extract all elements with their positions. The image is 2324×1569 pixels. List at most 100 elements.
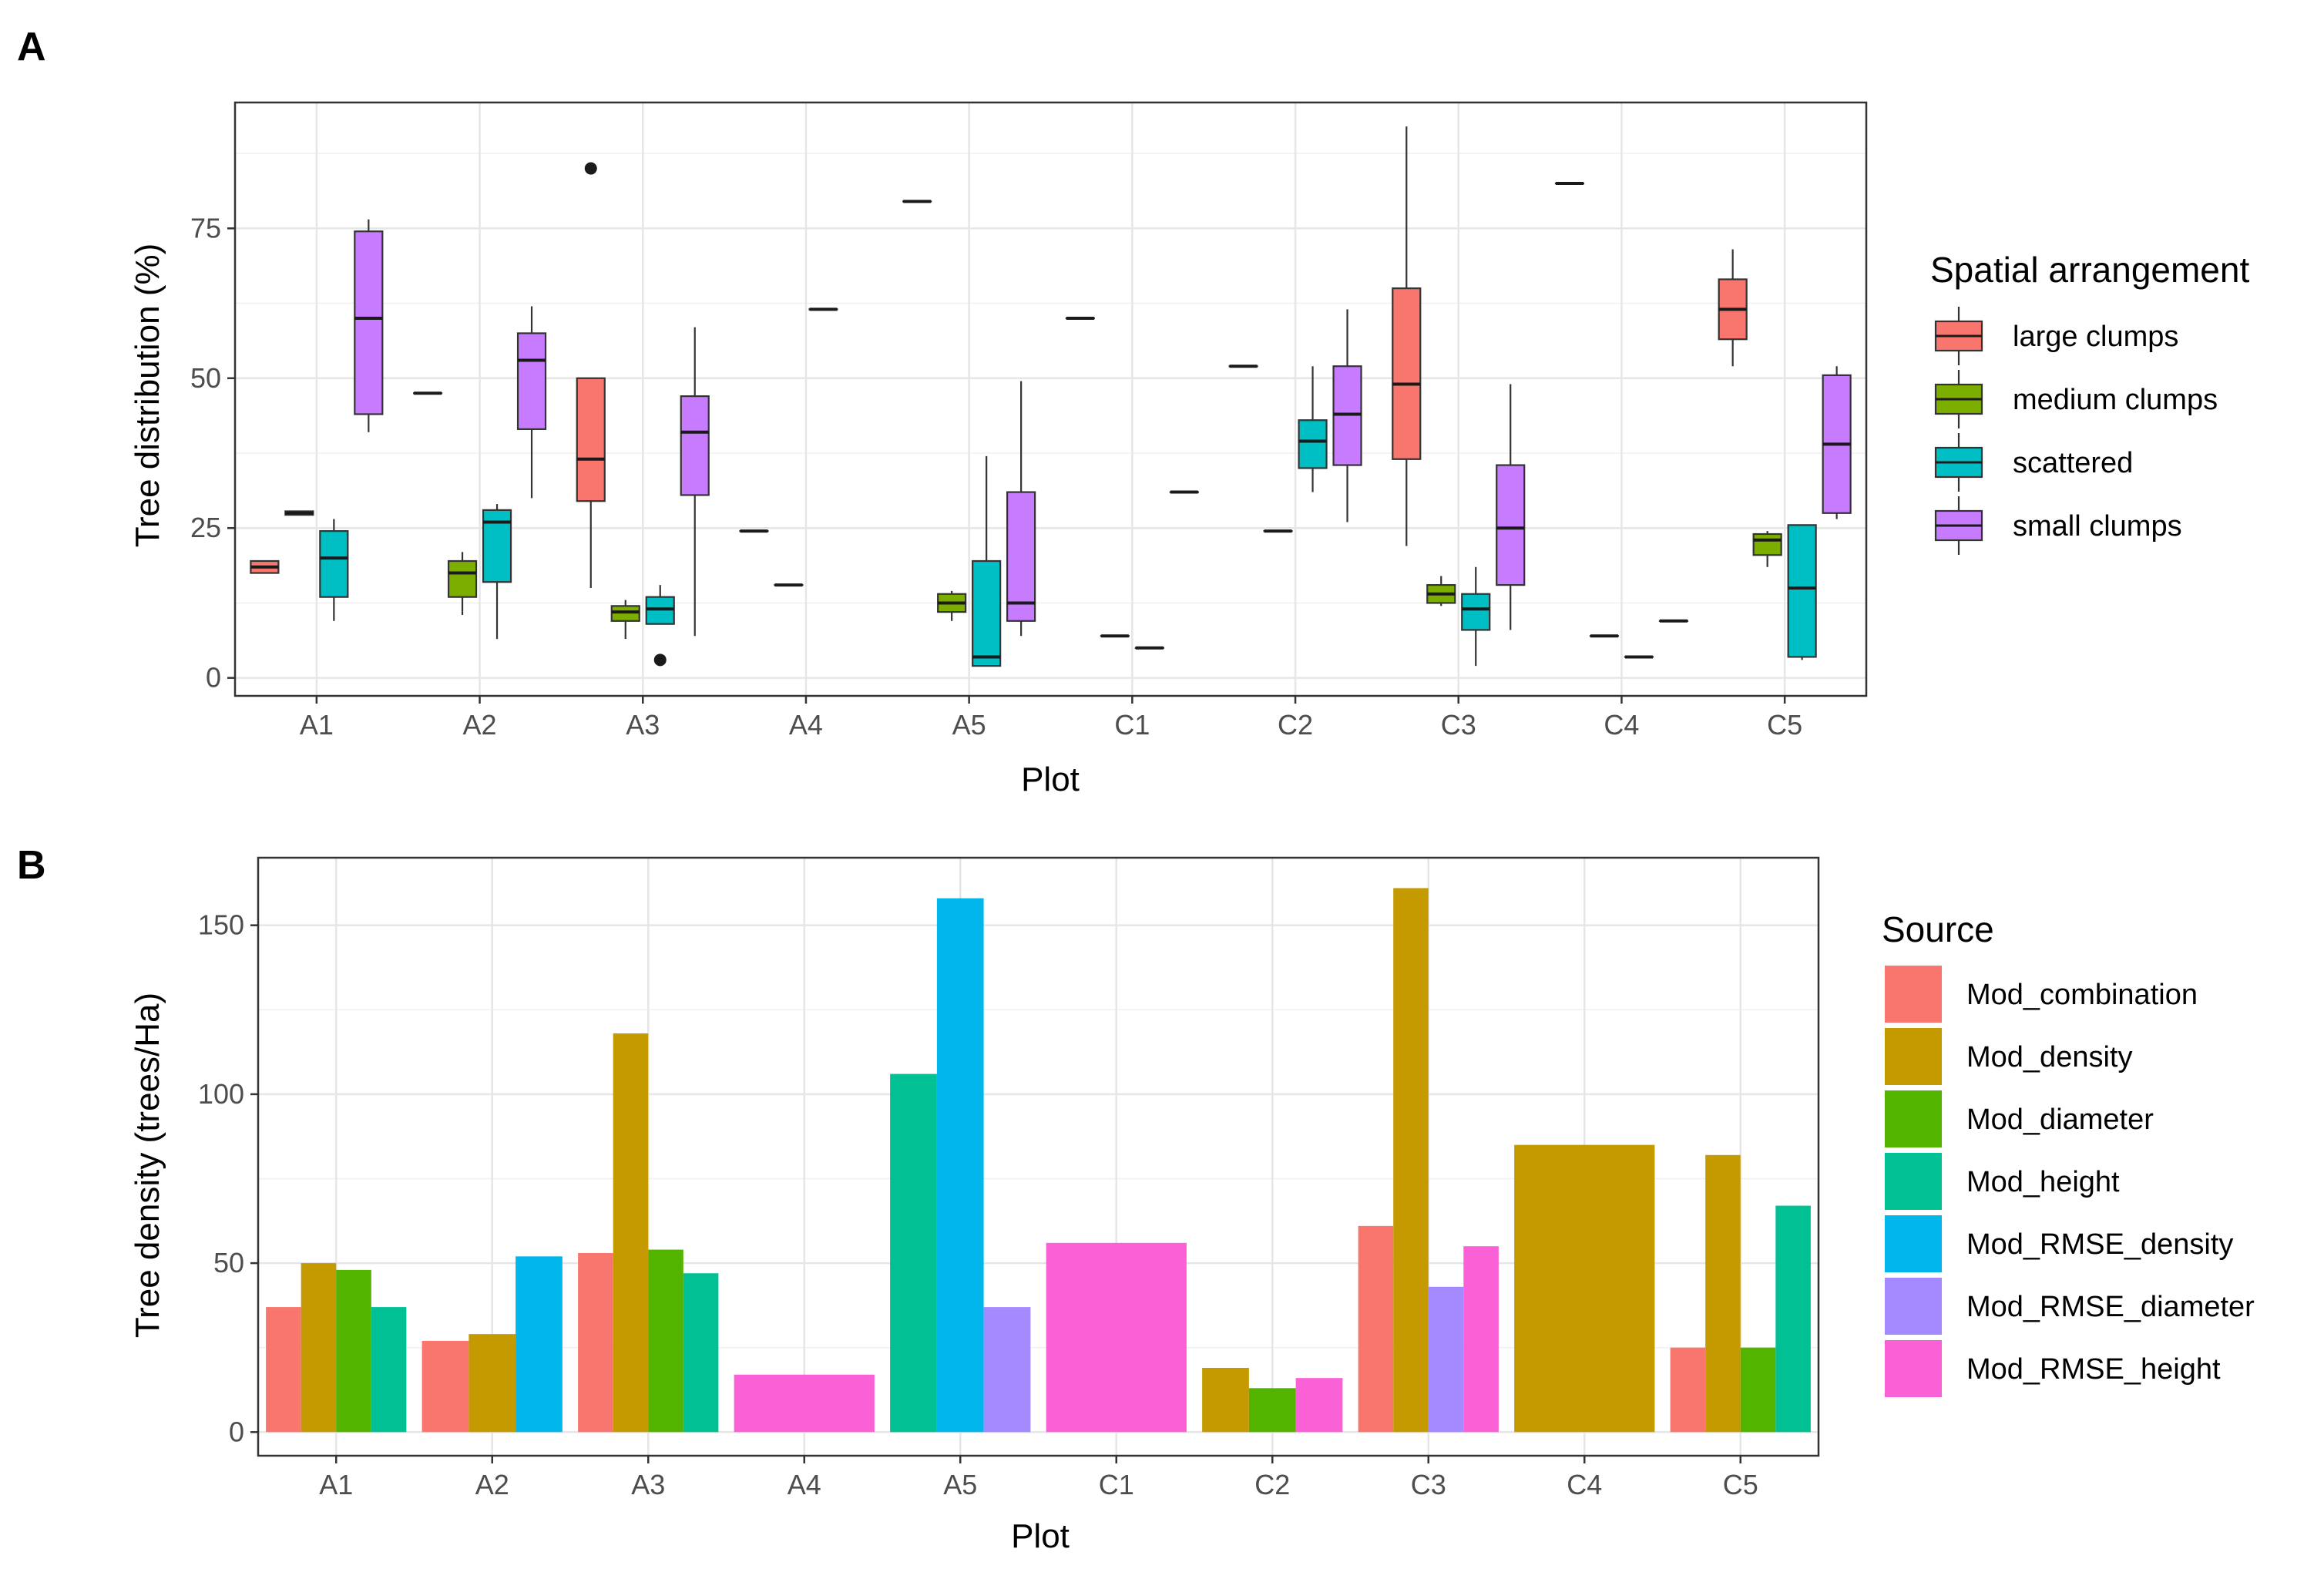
x-tick-label: C2 — [1254, 1469, 1290, 1500]
outlier-point — [653, 653, 667, 667]
x-tick-label: A2 — [475, 1469, 509, 1500]
bar-c3-mod-rmse-diameter — [1428, 1286, 1464, 1433]
legend-key-mod-rmse-density — [1885, 1215, 1942, 1272]
y-tick-label: 75 — [190, 212, 221, 244]
bar-a1-mod-density — [301, 1263, 337, 1433]
box-body — [680, 395, 710, 496]
bar-a2-mod-density — [468, 1334, 516, 1433]
box-small-clumps-a5 — [1006, 381, 1036, 637]
bar-a1-mod-height — [371, 1307, 407, 1433]
panel-b-legend-title: Source — [1882, 909, 1994, 949]
y-tick-label: 100 — [198, 1078, 244, 1110]
box-large-clumps-a1 — [250, 559, 280, 574]
box-small-clumps-a2 — [516, 306, 547, 499]
bar-c5-mod-combination — [1670, 1347, 1706, 1433]
legend-label-mod-rmse-height: Mod_RMSE_height — [1966, 1353, 2221, 1386]
panel-a-legend-title: Spatial arrangement — [1930, 250, 2249, 290]
box-medium-clumps-a5 — [937, 590, 967, 621]
x-tick-label: A1 — [319, 1469, 353, 1500]
bar-c3-mod-combination — [1358, 1225, 1394, 1433]
panel-a-xlabel: Plot — [1021, 761, 1080, 798]
box-body — [1496, 464, 1526, 586]
panel-a-boxplot: 0 25 50 75 A1 A2 A3 A4 A5 C1 C2 C3 C4 C5 large clumps m… — [190, 101, 2218, 741]
x-tick-label: A5 — [952, 709, 986, 741]
bar-a3-mod-density — [613, 1033, 649, 1433]
legend-label-mod-density: Mod_density — [1966, 1041, 2132, 1073]
box-body — [354, 230, 384, 415]
box-scattered-c5 — [1787, 524, 1817, 660]
legend-key-mod-combination — [1885, 966, 1942, 1023]
legend-label-mod-diameter: Mod_diameter — [1966, 1104, 2154, 1136]
box-body — [576, 377, 606, 502]
box-body — [1298, 419, 1328, 469]
box-scattered-c2 — [1298, 366, 1328, 492]
legend-key-scattered — [1934, 433, 1983, 492]
box-small-clumps-a1 — [354, 219, 384, 432]
box-medium-clumps-c5 — [1752, 531, 1782, 567]
box-body — [447, 559, 478, 598]
panel-b-ylabel: Tree density (trees/Ha) — [129, 993, 166, 1338]
x-tick-label: A5 — [943, 1469, 977, 1500]
legend-label-medium-clumps: medium clumps — [2013, 384, 2218, 416]
bar-c2-mod-diameter — [1248, 1388, 1296, 1433]
bar-c5-mod-density — [1705, 1154, 1741, 1433]
panel-a-border — [233, 101, 1868, 697]
x-tick-label: C1 — [1114, 709, 1150, 741]
y-tick-label: 50 — [213, 1247, 244, 1278]
box-small-clumps-c2 — [1332, 309, 1362, 522]
x-tick-label: A4 — [789, 709, 823, 741]
legend-label-mod-combination: Mod_combination — [1966, 979, 2198, 1011]
box-body — [516, 332, 547, 430]
box-small-clumps-a3 — [680, 327, 710, 637]
panel-label-b: B — [17, 843, 46, 888]
panel-label-a: A — [17, 25, 46, 69]
legend-key-mod-diameter — [1885, 1090, 1942, 1147]
x-tick-label: C5 — [1767, 709, 1802, 741]
y-tick-label: 150 — [198, 909, 244, 941]
box-body — [1461, 593, 1491, 631]
box-scattered-a5 — [972, 455, 1002, 667]
legend-key-small-clumps — [1934, 496, 1983, 555]
panel-b-border — [257, 856, 1820, 1457]
box-body — [319, 530, 349, 598]
x-tick-label: C4 — [1567, 1469, 1602, 1500]
legend-key-medium-clumps — [1934, 370, 1983, 428]
x-tick-label: A1 — [300, 709, 334, 741]
legend-label-scattered: scattered — [2013, 447, 2133, 479]
box-large-clumps-c5 — [1718, 249, 1748, 367]
bar-c3-mod-rmse-height — [1463, 1246, 1499, 1433]
x-tick-label: A3 — [631, 1469, 665, 1500]
box-medium-clumps-a2 — [447, 552, 478, 615]
y-tick-label: 50 — [190, 362, 221, 394]
box-medium-clumps-a1 — [284, 510, 314, 516]
legend-label-mod-rmse-density: Mod_RMSE_density — [1966, 1228, 2233, 1261]
x-tick-label: C1 — [1099, 1469, 1134, 1500]
box-medium-clumps-c3 — [1426, 576, 1456, 606]
bar-c5-mod-diameter — [1740, 1347, 1776, 1433]
box-small-clumps-c3 — [1496, 384, 1526, 630]
y-tick-label: 25 — [190, 512, 221, 543]
bar-c2-mod-rmse-height — [1295, 1378, 1343, 1433]
bar-a5-mod-height — [890, 1073, 937, 1433]
panel-a-background — [235, 102, 1866, 696]
box-small-clumps-c5 — [1822, 366, 1852, 519]
bar-a2-mod-combination — [421, 1340, 469, 1433]
outlier-point — [584, 162, 597, 175]
panel-a-ylabel: Tree distribution (%) — [129, 244, 166, 548]
box-body — [972, 559, 1002, 667]
bar-c4-mod-density — [1514, 1144, 1655, 1433]
bar-a5-mod-rmse-density — [936, 898, 984, 1433]
legend-key-mod-rmse-height — [1885, 1340, 1942, 1397]
bar-a3-mod-diameter — [648, 1249, 683, 1433]
bar-a1-mod-diameter — [336, 1269, 371, 1433]
legend-label-mod-rmse-diameter: Mod_RMSE_diameter — [1966, 1291, 2255, 1323]
legend-key-mod-rmse-diameter — [1885, 1278, 1942, 1335]
legend-label-small-clumps: small clumps — [2013, 510, 2182, 543]
legend-key-mod-height — [1885, 1153, 1942, 1210]
box-large-clumps-a3 — [576, 162, 606, 588]
panel-b-xlabel: Plot — [1011, 1517, 1070, 1555]
box-medium-clumps-a3 — [610, 600, 640, 640]
legend-label-mod-height: Mod_height — [1966, 1166, 2120, 1198]
box-body — [1392, 287, 1422, 460]
bar-c2-mod-density — [1202, 1368, 1249, 1433]
